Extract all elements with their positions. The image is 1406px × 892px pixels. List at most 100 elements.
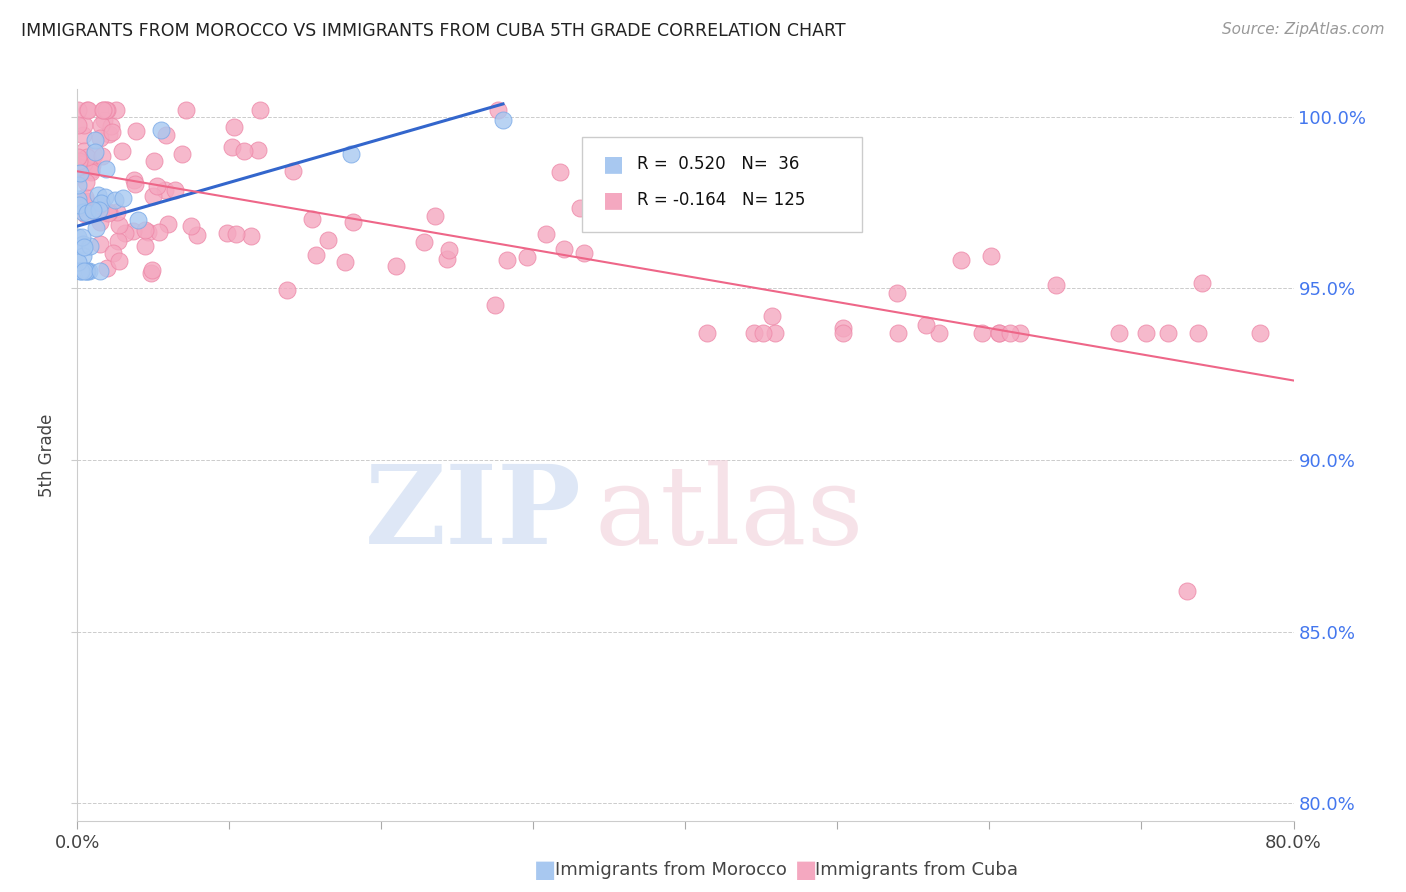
Point: [486, 103, 509, 117]
Point: [170, 146, 193, 161]
Point: [492, 113, 515, 128]
Text: ■: ■: [534, 858, 557, 881]
Point: [89, 264, 111, 278]
Point: [138, 225, 160, 239]
Point: [142, 188, 165, 202]
Point: [66, 230, 89, 244]
Point: [516, 250, 538, 264]
Point: [970, 326, 993, 340]
Point: [163, 183, 186, 197]
Point: [73, 264, 96, 278]
Point: [149, 122, 172, 136]
Point: [107, 234, 129, 248]
Point: [77, 103, 100, 117]
Point: [572, 245, 595, 260]
Point: [148, 225, 170, 239]
Point: [1045, 277, 1067, 292]
Point: [1187, 326, 1209, 340]
Point: [82, 203, 104, 218]
Point: [82, 158, 104, 172]
Point: [75, 175, 97, 189]
Point: [77, 264, 100, 278]
Text: atlas: atlas: [595, 460, 863, 567]
Point: [75, 194, 97, 208]
Point: [90, 195, 112, 210]
Point: [124, 124, 146, 138]
Point: [66, 192, 89, 206]
Point: [66, 254, 89, 268]
Point: [96, 161, 118, 176]
Point: [283, 164, 305, 178]
Point: [76, 103, 98, 117]
Point: [122, 224, 145, 238]
Point: [69, 165, 91, 179]
Text: Source: ZipAtlas.com: Source: ZipAtlas.com: [1222, 22, 1385, 37]
Point: [887, 326, 910, 340]
Point: [174, 103, 197, 117]
Point: [93, 112, 115, 127]
Point: [340, 147, 363, 161]
Point: [96, 103, 118, 117]
Text: Immigrants from Morocco: Immigrants from Morocco: [555, 861, 787, 879]
Text: ZIP: ZIP: [366, 460, 582, 567]
Point: [84, 132, 107, 146]
Text: ■: ■: [603, 190, 624, 211]
Point: [221, 139, 243, 153]
Point: [70, 264, 93, 278]
Point: [384, 259, 406, 273]
Point: [134, 239, 156, 253]
Point: [83, 145, 105, 159]
Point: [70, 230, 93, 244]
Point: [111, 191, 134, 205]
Point: [101, 245, 124, 260]
FancyBboxPatch shape: [582, 136, 862, 232]
Point: [97, 206, 120, 220]
Point: [413, 235, 436, 249]
Point: [72, 249, 94, 263]
Point: [423, 209, 446, 223]
Point: [342, 215, 364, 229]
Point: [124, 173, 146, 187]
Point: [153, 183, 176, 197]
Point: [569, 201, 592, 215]
Point: [91, 103, 114, 117]
Point: [72, 205, 94, 219]
Point: [91, 103, 114, 117]
Point: [104, 103, 127, 117]
Point: [72, 128, 94, 143]
Point: [1156, 326, 1178, 340]
Point: [225, 227, 247, 242]
Point: [763, 326, 786, 340]
Point: [180, 219, 202, 233]
Text: Immigrants from Cuba: Immigrants from Cuba: [815, 861, 1018, 879]
Point: [70, 238, 93, 252]
Point: [67, 168, 90, 182]
Point: [553, 243, 575, 257]
Y-axis label: 5th Grade: 5th Grade: [38, 413, 56, 497]
Point: [1249, 326, 1271, 340]
Point: [316, 234, 339, 248]
Point: [186, 227, 208, 242]
Point: [886, 286, 908, 301]
Point: [94, 103, 117, 117]
Point: [67, 118, 90, 132]
Point: [105, 205, 128, 219]
Point: [1175, 583, 1198, 598]
Point: [224, 120, 246, 134]
Point: [988, 326, 1011, 340]
Point: [100, 125, 122, 139]
Point: [76, 150, 98, 164]
Text: R = -0.164   N= 125: R = -0.164 N= 125: [637, 192, 806, 210]
Point: [72, 237, 94, 252]
Point: [94, 190, 117, 204]
Point: [89, 131, 111, 145]
Point: [949, 252, 972, 267]
Point: [496, 252, 519, 267]
Point: [66, 151, 89, 165]
Point: [437, 243, 460, 257]
Point: [87, 202, 110, 217]
Point: [484, 298, 506, 312]
Point: [1008, 326, 1031, 340]
Point: [240, 229, 263, 244]
Point: [832, 326, 855, 340]
